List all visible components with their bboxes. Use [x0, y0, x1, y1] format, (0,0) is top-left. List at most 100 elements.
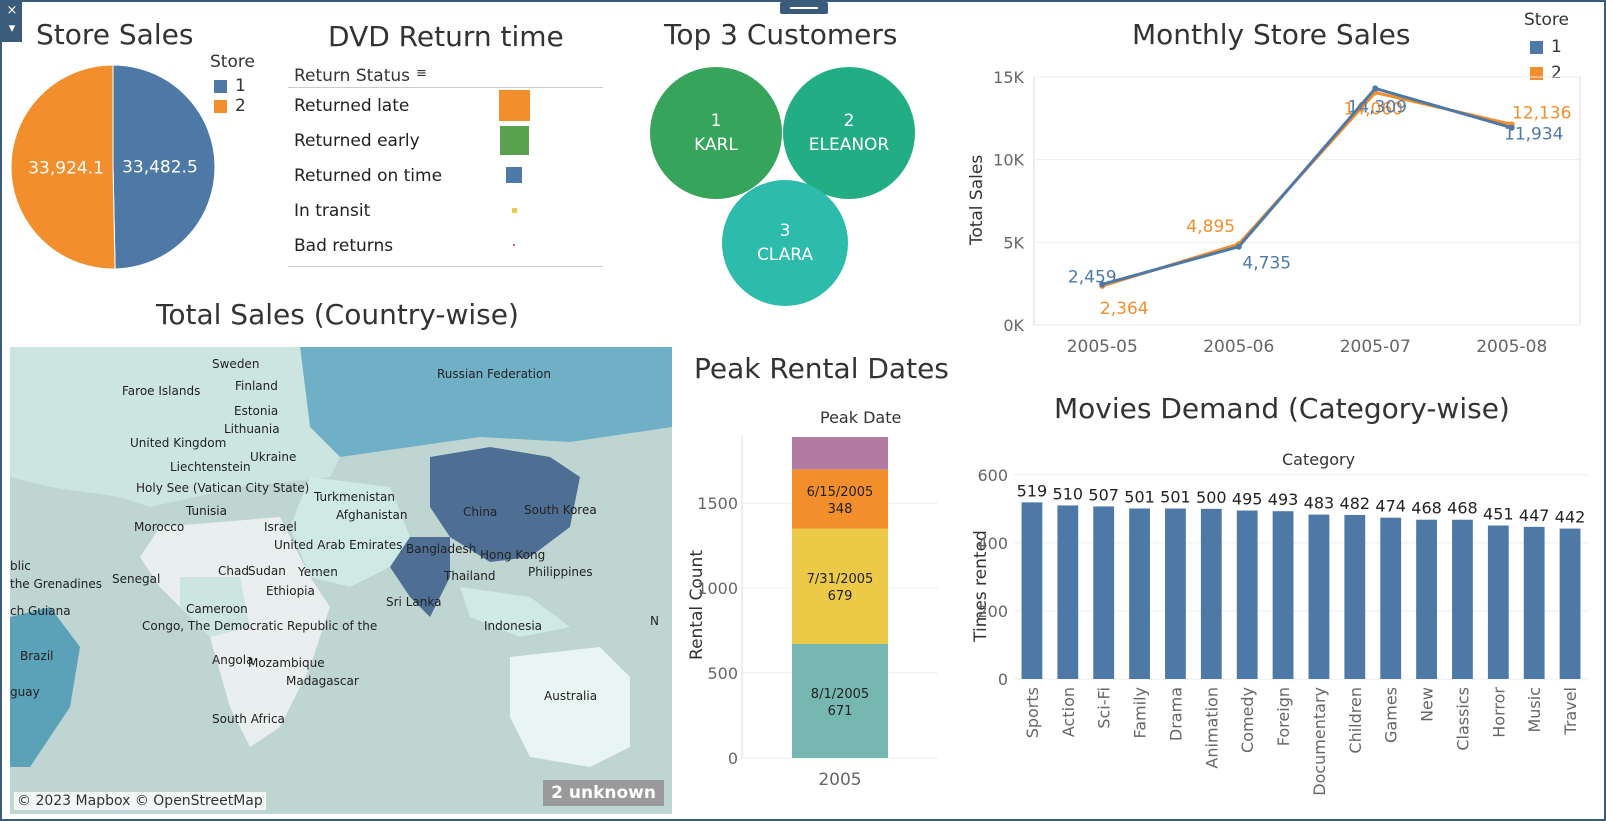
- map-country-label[interactable]: N: [650, 614, 659, 628]
- category-bar[interactable]: [1308, 514, 1330, 679]
- dashboard-controls[interactable]: × ▾: [2, 2, 22, 42]
- map-country-label[interactable]: Israel: [264, 520, 297, 534]
- map-country-label[interactable]: Angola: [212, 653, 254, 667]
- return-status-row[interactable]: Returned on time: [288, 158, 603, 193]
- map-country-label[interactable]: blic: [10, 559, 31, 573]
- drag-handle-icon[interactable]: [780, 2, 828, 14]
- category-bar[interactable]: [1344, 514, 1366, 679]
- map-country-label[interactable]: Hong Kong: [480, 548, 546, 562]
- sort-icon[interactable]: ≡: [416, 66, 427, 81]
- category-bar[interactable]: [1559, 528, 1581, 679]
- map-country-label[interactable]: Australia: [544, 689, 598, 703]
- map-country-label[interactable]: Chad: [218, 564, 249, 578]
- country-sales-map[interactable]: Sweden Finland Faroe Islands Estonia Lithuan…: [10, 347, 672, 814]
- map-country-label[interactable]: Philippines: [528, 565, 593, 579]
- map-country-label[interactable]: Lithuania: [224, 422, 280, 436]
- map-country-label[interactable]: Ukraine: [250, 450, 297, 464]
- map-country-label[interactable]: China: [463, 505, 498, 519]
- map-country-label[interactable]: Finland: [235, 379, 278, 393]
- customer-bubble-3[interactable]: 3 CLARA: [722, 180, 848, 306]
- map-country-label[interactable]: Senegal: [112, 572, 161, 586]
- map-country-label[interactable]: ch Guiana: [10, 604, 71, 618]
- pie-slice-label: 33,482.5: [122, 158, 198, 178]
- map-country-label[interactable]: United Arab Emirates: [274, 538, 403, 552]
- category-bar[interactable]: [1165, 508, 1186, 679]
- category-bar[interactable]: [1021, 502, 1043, 679]
- map-country-label[interactable]: Congo, The Democratic Republic of the: [142, 619, 378, 633]
- india-shape[interactable]: [390, 537, 450, 617]
- return-status-row[interactable]: In transit: [288, 193, 603, 228]
- monthly-sales-line-chart[interactable]: Total Sales 0K 5K 10K 15K 2005-05 2005-06 2005…: [960, 60, 1600, 370]
- category-bar[interactable]: [1452, 519, 1473, 679]
- return-status-row[interactable]: Returned early: [288, 123, 603, 158]
- map-country-label[interactable]: Brazil: [20, 649, 54, 663]
- brazil-shape[interactable]: [10, 607, 80, 767]
- map-country-label[interactable]: United Kingdom: [130, 436, 227, 450]
- category-bar[interactable]: [1487, 525, 1509, 679]
- map-country-label[interactable]: Faroe Islands: [122, 384, 201, 398]
- map-country-label[interactable]: Sudan: [248, 564, 286, 578]
- store-sales-pie[interactable]: 33,482.5 33,924.1: [8, 62, 218, 272]
- legend-label: 2: [235, 96, 246, 116]
- china-shape[interactable]: [430, 447, 580, 562]
- map-country-label[interactable]: Thailand: [444, 569, 496, 583]
- return-status-label: Returned late: [294, 96, 410, 116]
- category-bar[interactable]: [1236, 510, 1258, 679]
- close-icon[interactable]: ×: [6, 3, 18, 18]
- map-country-label[interactable]: guay: [10, 685, 40, 699]
- stacked-segment[interactable]: [792, 437, 888, 470]
- map-country-label[interactable]: Mozambique: [248, 656, 325, 670]
- map-country-label[interactable]: Liechtenstein: [170, 460, 251, 474]
- legend-item-store-1[interactable]: 1: [214, 76, 246, 96]
- category-bar[interactable]: [1093, 506, 1115, 679]
- map-country-label[interactable]: Bangladesh: [406, 542, 477, 556]
- customer-bubble-2[interactable]: 2 ELEANOR: [783, 67, 915, 199]
- map-country-label[interactable]: Estonia: [234, 404, 279, 418]
- movies-demand-bar-chart[interactable]: Times rented 0 200 400 600 519 Sports 510 Acti…: [968, 466, 1602, 816]
- stacked-segment[interactable]: [792, 643, 888, 758]
- category-bar[interactable]: [1523, 526, 1545, 679]
- map-country-label[interactable]: South Korea: [524, 503, 597, 517]
- map-country-label[interactable]: Cameroon: [186, 602, 248, 616]
- map-country-label[interactable]: the Grenadines: [10, 577, 103, 591]
- peak-rental-stacked-bar[interactable]: Rental Count 0 500 1000 1500 2005 8/1/2005 67…: [680, 425, 970, 815]
- legend-swatch: [214, 99, 227, 113]
- category-bar[interactable]: [1416, 519, 1437, 679]
- category-bar[interactable]: [1129, 508, 1150, 679]
- russia-shape[interactable]: [300, 347, 672, 457]
- map-country-label[interactable]: Russian Federation: [437, 367, 551, 381]
- return-status-square: [498, 89, 530, 121]
- stacked-segment[interactable]: [792, 469, 888, 529]
- map-attribution[interactable]: © 2023 Mapbox © OpenStreetMap: [14, 792, 266, 810]
- return-status-row[interactable]: Returned late: [288, 88, 603, 123]
- map-country-label[interactable]: Indonesia: [484, 619, 543, 633]
- customer-bubble-1[interactable]: 1 KARL: [650, 67, 782, 199]
- map-country-label[interactable]: Tunisia: [186, 504, 227, 518]
- map-country-label[interactable]: Yemen: [298, 565, 338, 579]
- category-bar[interactable]: [1380, 517, 1402, 679]
- pie-slice-store-1[interactable]: [112, 64, 216, 270]
- map-country-label[interactable]: Madagascar: [286, 674, 359, 688]
- unknown-badge[interactable]: 2 unknown: [543, 780, 664, 806]
- category-tick-label: Comedy: [1238, 687, 1257, 753]
- australia-shape[interactable]: [510, 647, 630, 767]
- return-status-row[interactable]: Bad returns: [288, 228, 603, 263]
- map-country-label[interactable]: South Africa: [212, 712, 285, 726]
- legend-item-store-2[interactable]: 2: [1530, 60, 1562, 86]
- chevron-down-icon[interactable]: ▾: [8, 21, 16, 36]
- segment-date-label: 7/31/2005: [807, 572, 874, 587]
- pie-slice-store-2[interactable]: [10, 64, 116, 270]
- map-country-label[interactable]: Ethiopia: [266, 584, 315, 598]
- map-country-label[interactable]: Holy See (Vatican City State): [136, 481, 310, 495]
- legend-item-store-2[interactable]: 2: [214, 96, 246, 116]
- category-bar[interactable]: [1272, 511, 1294, 679]
- legend-item-store-1[interactable]: 1: [1530, 34, 1562, 60]
- map-country-label[interactable]: Afghanistan: [336, 508, 408, 522]
- map-country-label[interactable]: Turkmenistan: [314, 490, 395, 504]
- map-country-label[interactable]: Sweden: [212, 357, 260, 371]
- category-bar[interactable]: [1200, 508, 1222, 679]
- category-bar[interactable]: [1057, 505, 1079, 679]
- stacked-segment[interactable]: [792, 528, 888, 644]
- map-country-label[interactable]: Morocco: [134, 520, 185, 534]
- map-country-label[interactable]: Sri Lanka: [386, 595, 442, 609]
